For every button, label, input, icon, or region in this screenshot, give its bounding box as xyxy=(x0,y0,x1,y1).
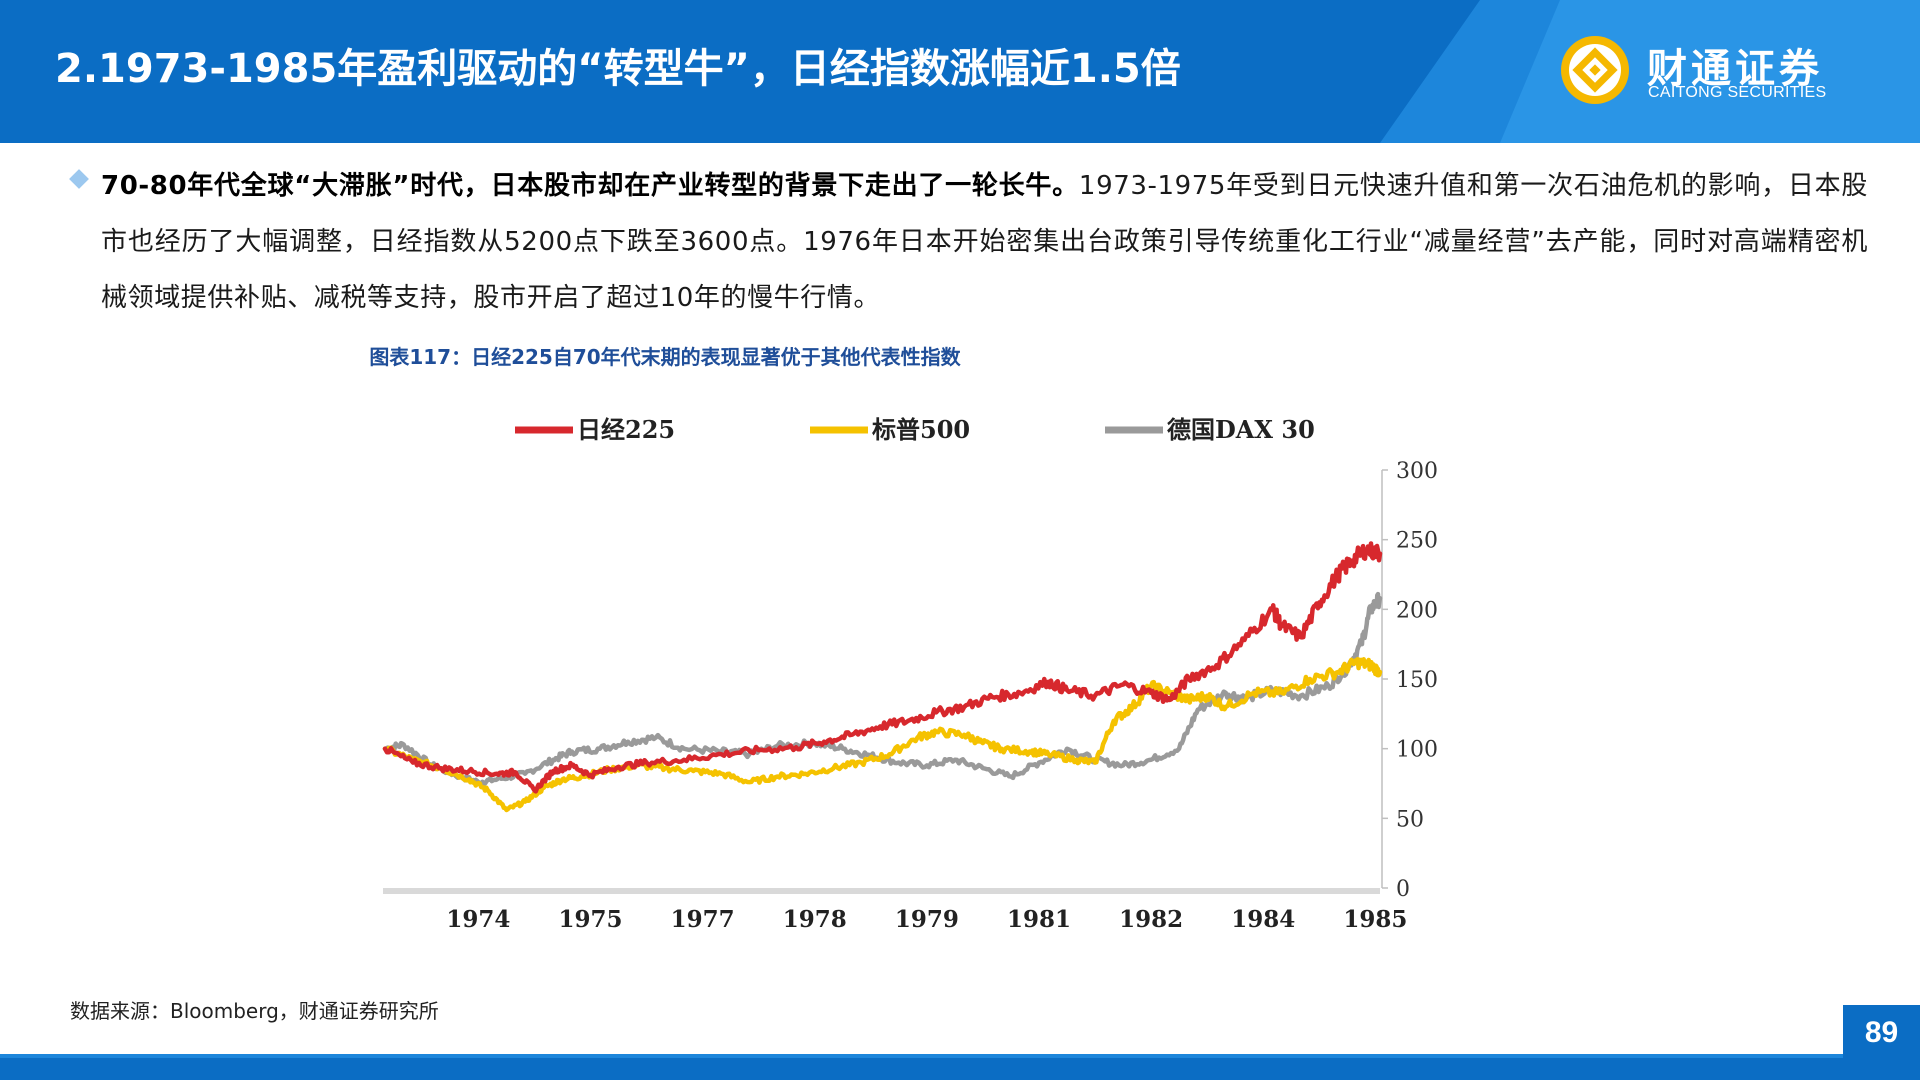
x-tick-label: 1978 xyxy=(783,906,847,933)
figure-title: 图表117：日经225自70年代末期的表现显著优于其他代表性指数 xyxy=(369,345,961,369)
footer-bar xyxy=(0,1058,1920,1080)
logo-emblem-icon xyxy=(1561,36,1629,104)
y-tick-label: 250 xyxy=(1396,529,1438,554)
company-logo: 财通证券 CAITONG SECURITIES xyxy=(1555,30,1865,110)
body-text: 1973-1975年受到日元快速升值和第一次石油危机的影响，日本股市也经历了大幅… xyxy=(101,171,1868,313)
x-tick-label: 1975 xyxy=(559,906,623,933)
legend-label-0: 日经225 xyxy=(577,415,675,444)
x-tick-label: 1974 xyxy=(446,906,510,933)
page-number: 89 xyxy=(1843,1005,1920,1060)
y-tick-label: 200 xyxy=(1396,598,1438,623)
y-tick-label: 300 xyxy=(1396,459,1438,484)
body-bold-text: 70-80年代全球“大滞胀”时代，日本股市却在产业转型的背景下走出了一轮长牛。 xyxy=(101,171,1079,201)
series-line-1 xyxy=(382,656,1383,813)
header-bar: 2.1973-1985年盈利驱动的“转型牛”，日经指数涨幅近1.5倍 财通证券 … xyxy=(0,0,1920,143)
x-tick-label: 1985 xyxy=(1343,906,1407,933)
data-source-note: 数据来源：Bloomberg，财通证券研究所 xyxy=(70,999,439,1023)
body-paragraph: 70-80年代全球“大滞胀”时代，日本股市却在产业转型的背景下走出了一轮长牛。1… xyxy=(101,158,1868,326)
y-tick-label: 100 xyxy=(1396,738,1438,763)
legend-label-2: 德国DAX 30 xyxy=(1167,415,1315,444)
logo-text-cn: 财通证券 xyxy=(1647,46,1823,92)
x-tick-label: 1984 xyxy=(1231,906,1295,933)
series-line-0 xyxy=(382,541,1383,794)
y-tick-label: 0 xyxy=(1396,877,1410,902)
page-title: 2.1973-1985年盈利驱动的“转型牛”，日经指数涨幅近1.5倍 xyxy=(55,46,1181,92)
legend-label-1: 标普500 xyxy=(872,415,970,444)
x-tick-label: 1981 xyxy=(1007,906,1071,933)
footer-accent xyxy=(0,1054,1920,1058)
line-chart: 0 50 100 150 200 250 300 1974 1975 1977 1978 1979 19… xyxy=(382,415,1438,933)
logo-text-en: CAITONG SECURITIES xyxy=(1648,84,1827,101)
x-tick-label: 1982 xyxy=(1119,906,1183,933)
x-tick-label: 1979 xyxy=(895,906,959,933)
x-tick-label: 1977 xyxy=(671,906,735,933)
diamond-bullet-icon xyxy=(69,169,89,189)
y-tick-label: 50 xyxy=(1396,807,1424,832)
body-paragraph-block: 70-80年代全球“大滞胀”时代，日本股市却在产业转型的背景下走出了一轮长牛。1… xyxy=(68,158,1868,326)
y-tick-label: 150 xyxy=(1396,668,1438,693)
